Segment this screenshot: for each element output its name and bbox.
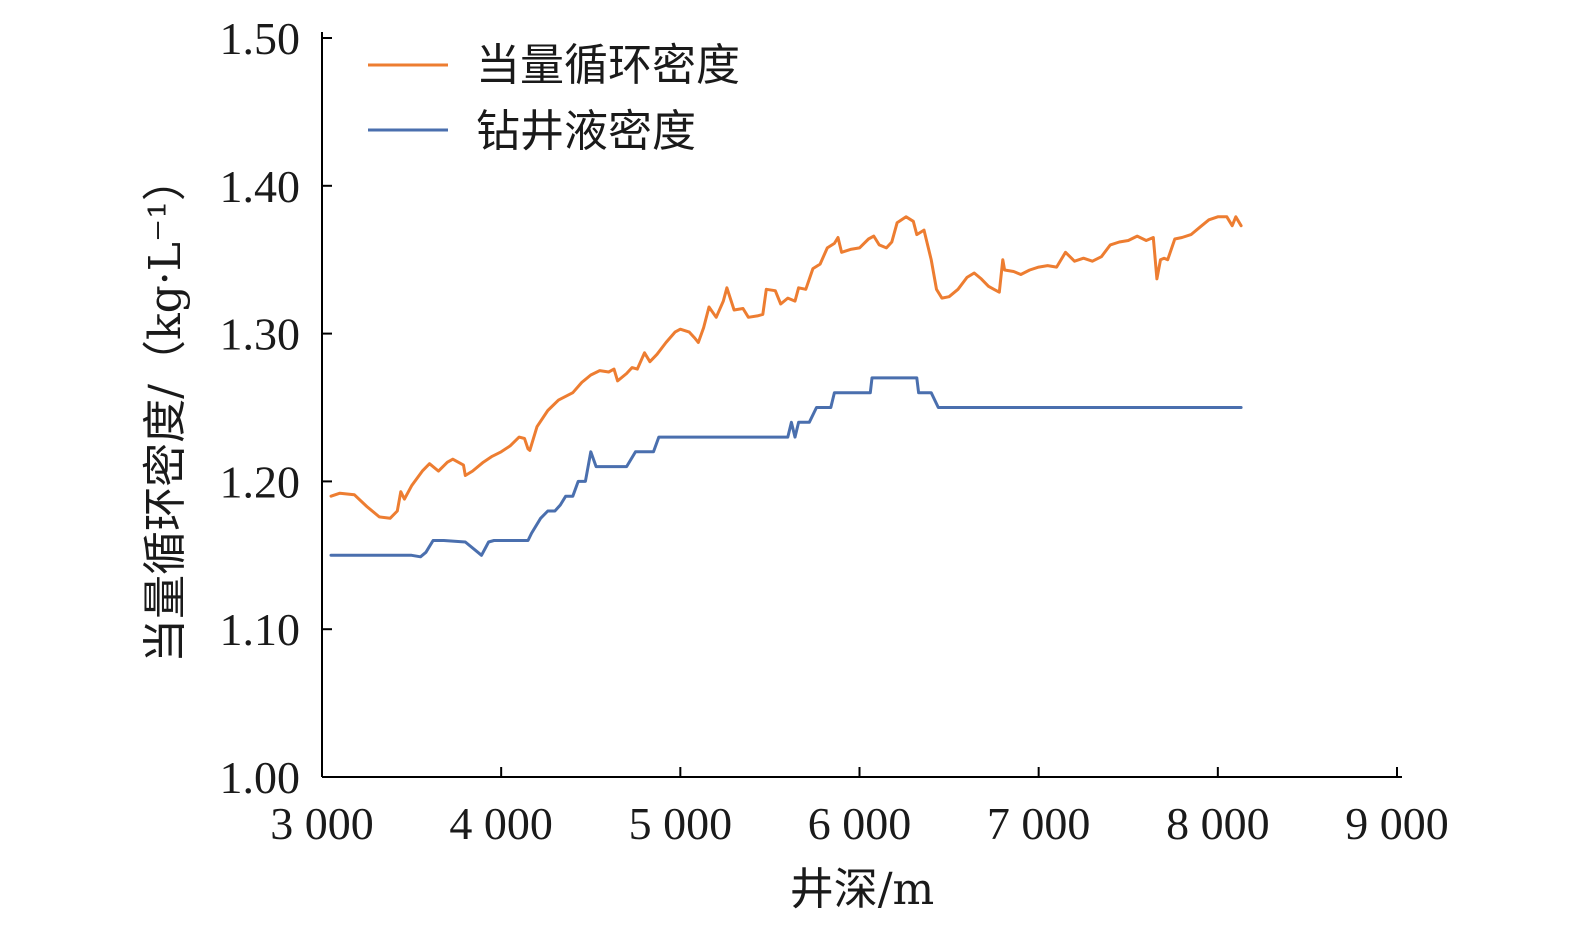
x-tick-label: 3 000 [270, 798, 374, 849]
legend-label-drilling-fluid: 钻井液密度 [476, 106, 696, 157]
legend: 当量循环密度 钻井液密度 [368, 40, 740, 157]
x-tick-label: 9 000 [1345, 798, 1449, 849]
y-axis-ticks: 1.00 1.10 1.20 1.30 1.40 1.50 [220, 13, 332, 803]
x-tick-label: 5 000 [629, 798, 733, 849]
series-line-ecd [329, 215, 1243, 520]
x-tick-label: 8 000 [1166, 798, 1270, 849]
y-tick-label: 1.50 [220, 13, 301, 64]
series-line-drilling-fluid-density [329, 376, 1243, 559]
y-axis-title: 当量循环密度/（kg·L⁻¹） [140, 157, 191, 663]
x-tick-label: 7 000 [987, 798, 1091, 849]
legend-label-ecd: 当量循环密度 [476, 40, 740, 91]
x-axis-title: 井深/m [790, 864, 935, 915]
y-tick-label: 1.00 [220, 752, 301, 803]
series-layer [329, 215, 1243, 559]
y-tick-label: 1.40 [220, 161, 301, 212]
y-tick-label: 1.10 [220, 604, 301, 655]
y-tick-label: 1.30 [220, 309, 301, 360]
x-axis-ticks: 3 000 4 000 5 000 6 000 7 000 8 000 9 000 [270, 767, 1449, 849]
y-tick-label: 1.20 [220, 456, 301, 507]
x-tick-label: 6 000 [808, 798, 912, 849]
x-tick-label: 4 000 [449, 798, 553, 849]
